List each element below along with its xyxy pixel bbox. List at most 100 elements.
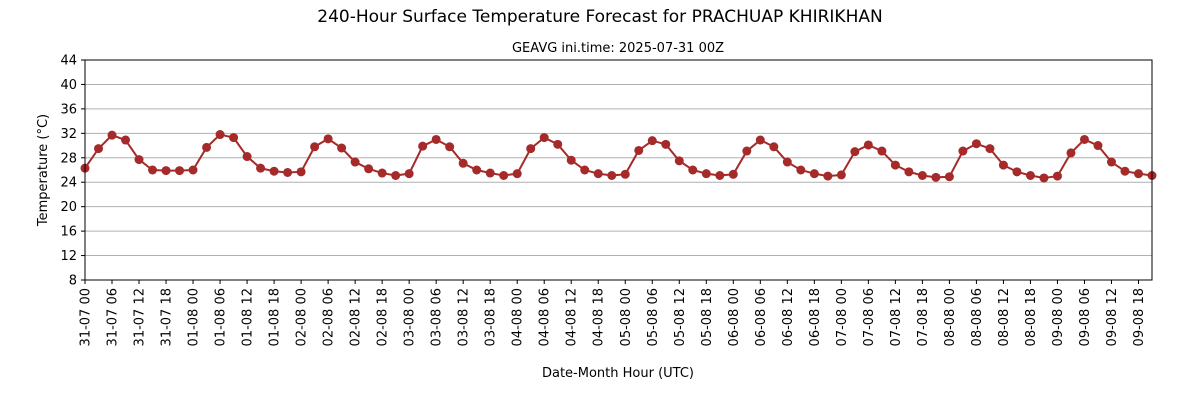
y-tick-label: 8 xyxy=(69,274,77,289)
data-point xyxy=(863,140,873,150)
x-tick-label: 08-08 00 xyxy=(943,288,958,346)
data-point xyxy=(94,144,104,154)
data-point xyxy=(971,139,981,149)
x-tick-label: 07-08 18 xyxy=(916,288,931,346)
data-point xyxy=(202,142,212,152)
x-tick-label: 09-08 18 xyxy=(1132,288,1147,346)
data-point xyxy=(620,169,630,179)
x-tick-label: 08-08 18 xyxy=(1024,288,1039,346)
data-point xyxy=(917,171,927,180)
x-tick-label: 05-08 00 xyxy=(619,288,634,346)
x-tick-label: 06-08 12 xyxy=(781,288,796,346)
x-tick-label: 03-08 00 xyxy=(403,288,418,346)
x-tick-label: 01-08 00 xyxy=(187,288,202,346)
x-tick-label: 05-08 12 xyxy=(673,288,688,346)
x-tick-label: 08-08 06 xyxy=(970,288,985,346)
data-point xyxy=(364,164,374,174)
data-point xyxy=(877,146,887,156)
data-point xyxy=(283,167,293,177)
x-tick-label: 05-08 18 xyxy=(700,288,715,346)
data-point xyxy=(958,146,968,156)
data-point xyxy=(134,155,144,165)
data-point xyxy=(1079,134,1089,144)
x-tick-label: 07-08 00 xyxy=(835,288,850,346)
data-point xyxy=(809,169,819,179)
y-axis-ticks: 8 12 16 20 24 28 32 36 40 44 xyxy=(60,54,85,289)
x-tick-label: 04-08 00 xyxy=(511,288,526,346)
grid-lines xyxy=(85,59,1152,281)
data-point xyxy=(1106,157,1116,167)
x-tick-label: 04-08 18 xyxy=(592,288,607,346)
data-point xyxy=(769,142,779,152)
data-point xyxy=(998,160,1008,170)
data-point xyxy=(296,167,306,177)
data-point xyxy=(458,158,468,168)
data-point xyxy=(161,166,171,176)
x-tick-label: 05-08 06 xyxy=(646,288,661,346)
data-point xyxy=(1133,169,1143,179)
data-point xyxy=(1093,141,1103,151)
y-tick-label: 12 xyxy=(60,249,77,264)
plot-area-border xyxy=(84,59,1153,281)
chart-subtitle: GEAVG ini.time: 2025-07-31 00Z xyxy=(512,41,724,56)
x-tick-label: 07-08 12 xyxy=(889,288,904,346)
data-point xyxy=(1052,171,1062,181)
x-tick-label: 03-08 18 xyxy=(484,288,499,346)
data-point xyxy=(1120,166,1130,176)
data-point xyxy=(850,147,860,157)
y-tick-label: 24 xyxy=(60,176,77,191)
y-tick-label: 36 xyxy=(60,102,77,117)
data-point xyxy=(539,133,549,143)
chart-title: 240-Hour Surface Temperature Forecast fo… xyxy=(317,7,882,27)
data-point xyxy=(121,135,131,145)
x-tick-label: 01-08 12 xyxy=(241,288,256,346)
data-point xyxy=(1066,148,1076,158)
x-tick-label: 09-08 06 xyxy=(1078,288,1093,346)
x-tick-label: 02-08 06 xyxy=(322,288,337,346)
x-tick-label: 06-08 06 xyxy=(754,288,769,346)
data-point xyxy=(1012,167,1022,177)
data-point xyxy=(701,169,711,179)
data-point xyxy=(323,134,333,144)
data-point xyxy=(593,169,603,179)
x-tick-label: 02-08 00 xyxy=(295,288,310,346)
data-point xyxy=(377,168,387,178)
data-point xyxy=(526,144,536,154)
data-point xyxy=(580,165,590,175)
x-tick-label: 01-08 06 xyxy=(214,288,229,346)
data-point xyxy=(647,136,657,146)
data-point xyxy=(836,170,846,180)
data-point xyxy=(256,163,266,173)
x-axis-ticks: 31-07 00 31-07 06 31-07 12 31-07 18 01-08 00… xyxy=(79,280,1147,346)
data-point xyxy=(634,145,644,155)
data-point xyxy=(796,165,806,175)
data-point xyxy=(175,166,185,176)
data-point xyxy=(229,133,239,143)
x-tick-label: 06-08 00 xyxy=(727,288,742,346)
data-point xyxy=(269,166,279,176)
y-tick-label: 16 xyxy=(60,225,77,240)
data-point xyxy=(755,135,765,145)
data-point xyxy=(418,141,428,151)
data-point xyxy=(553,139,563,149)
x-tick-label: 03-08 06 xyxy=(430,288,445,346)
x-tick-label: 09-08 00 xyxy=(1051,288,1066,346)
x-tick-label: 31-07 06 xyxy=(106,288,121,346)
data-point xyxy=(944,172,954,182)
data-point xyxy=(661,139,671,149)
x-tick-label: 09-08 12 xyxy=(1105,288,1120,346)
data-point xyxy=(499,171,509,180)
data-point xyxy=(1039,173,1049,183)
data-point xyxy=(148,165,158,175)
x-tick-label: 01-08 18 xyxy=(268,288,283,346)
data-point xyxy=(188,165,198,175)
data-point xyxy=(337,143,347,153)
data-point xyxy=(215,130,225,140)
data-point xyxy=(715,171,725,180)
data-point xyxy=(431,134,441,144)
y-axis-label: Temperature (°C) xyxy=(36,114,51,227)
data-point xyxy=(391,171,401,180)
data-point xyxy=(728,169,738,179)
data-point xyxy=(404,169,414,179)
data-point xyxy=(485,168,495,178)
